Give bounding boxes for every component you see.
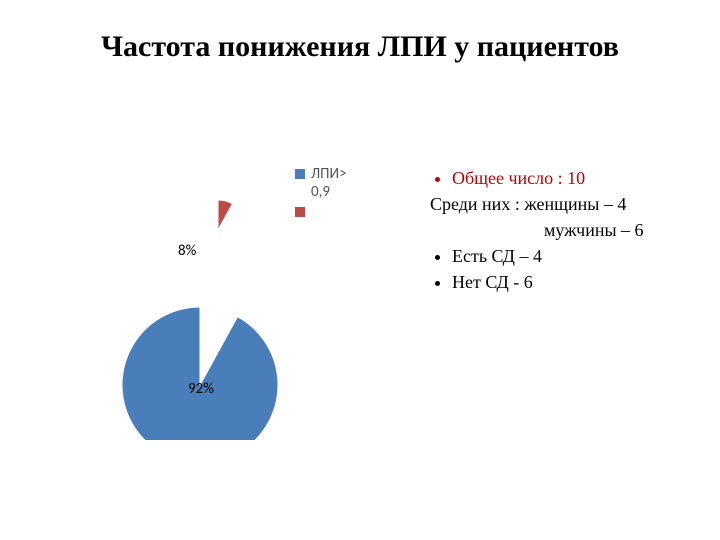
legend-item xyxy=(295,203,347,217)
legend-item: ЛПИ>0,9 xyxy=(295,165,347,201)
legend-label: ЛПИ>0,9 xyxy=(311,165,347,201)
bullet-list: Общее число : 10Среди них : женщины – 4м… xyxy=(430,165,690,295)
bullet-item: Среди них : женщины – 4 xyxy=(430,191,690,217)
chart-legend: ЛПИ>0,9 xyxy=(295,165,347,219)
legend-swatch xyxy=(295,169,305,179)
pie-slice-label-small: 8% xyxy=(178,242,196,260)
pie-slice-label-large: 92% xyxy=(188,380,214,398)
legend-swatch xyxy=(295,207,305,217)
bullet-item: мужчины – 6 xyxy=(430,217,690,243)
slide-title: Частота понижения ЛПИ у пациентов xyxy=(0,30,720,64)
bullet-item: Есть СД – 4 xyxy=(452,243,690,269)
bullet-item: Нет СД - 6 xyxy=(452,269,690,295)
bullet-item: Общее число : 10 xyxy=(452,165,690,191)
